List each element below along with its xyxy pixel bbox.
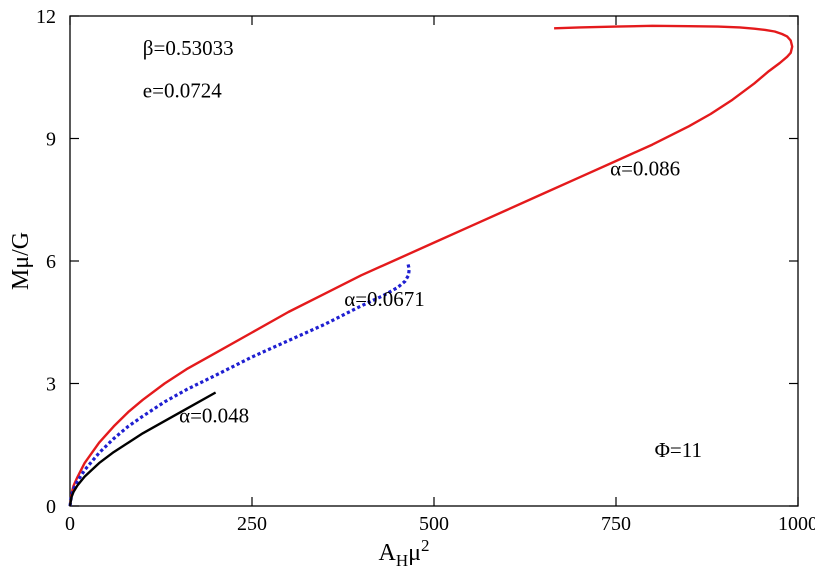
x-tick-label: 0 [65, 513, 75, 535]
y-tick-label: 3 [46, 374, 56, 396]
y-tick-label: 6 [46, 251, 56, 273]
y-axis-label: Mμ/G [8, 232, 34, 290]
series-label-3: α=0.048 [179, 403, 249, 427]
series-lines [68, 24, 794, 507]
series-label-2: α=0.0671 [344, 287, 425, 311]
x-tick-label: 750 [601, 513, 631, 535]
annotations: α=0.086 α=0.0671 α=0.048 β=0.53033 e=0.0724 Φ… [143, 36, 702, 462]
series-line-3 [68, 391, 217, 507]
ticks: 0 250 500 750 1000 0 3 6 9 12 [36, 6, 815, 535]
x-axis-label: AHμ2 [379, 536, 430, 570]
x-axis-label-mu: μ [408, 540, 421, 566]
x-tick-label: 250 [237, 513, 267, 535]
series-line-2 [68, 262, 411, 507]
series-line-1 [68, 24, 794, 507]
x-tick-label: 500 [419, 513, 449, 535]
x-axis-label-sub: H [396, 551, 408, 570]
annotation-3: Φ=11 [655, 438, 702, 462]
y-tick-label: 0 [46, 496, 56, 518]
x-tick-label: 1000 [778, 513, 815, 535]
y-tick-label: 9 [46, 129, 56, 151]
series-label-1: α=0.086 [610, 156, 680, 180]
x-axis-label-main: A [379, 540, 397, 566]
annotation-1: β=0.53033 [143, 36, 234, 60]
annotation-2: e=0.0724 [143, 79, 222, 103]
x-axis-label-sup: 2 [421, 536, 430, 555]
y-tick-label: 12 [36, 6, 56, 28]
